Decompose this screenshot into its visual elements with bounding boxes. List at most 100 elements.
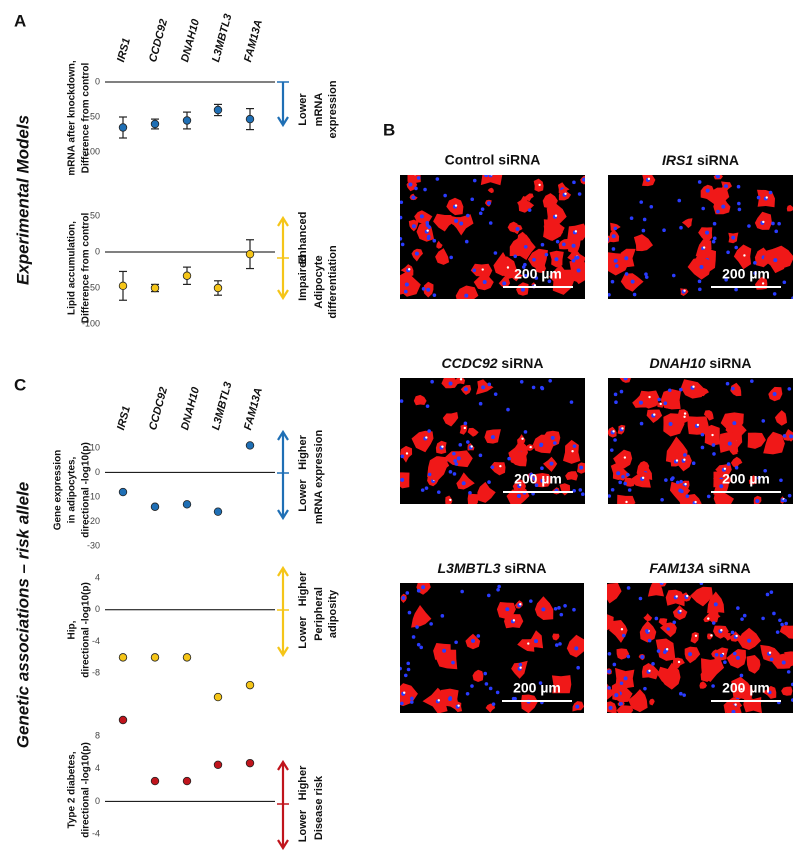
nucleus — [539, 443, 543, 448]
cell — [619, 378, 631, 383]
nucleus — [432, 238, 437, 243]
micrograph — [400, 583, 584, 713]
nucleus — [534, 639, 539, 644]
nucleus — [672, 620, 677, 625]
nucleus — [575, 704, 580, 709]
nucleus — [466, 213, 470, 218]
highlight — [762, 220, 765, 224]
nucleus — [518, 662, 523, 667]
nucleus — [699, 583, 704, 586]
nucleus — [532, 477, 537, 481]
y-tick-label: -100 — [82, 146, 100, 156]
cell — [543, 221, 563, 241]
nucleus — [519, 379, 524, 384]
cell — [517, 196, 529, 207]
gene-header: IRS1 — [115, 37, 133, 64]
dot — [213, 507, 223, 516]
nucleus — [656, 649, 661, 653]
dot — [118, 715, 128, 725]
nucleus — [654, 616, 659, 621]
nucleus — [414, 186, 418, 191]
highlight — [527, 642, 530, 645]
highlight — [623, 456, 627, 459]
nucleus — [700, 445, 705, 450]
nucleus — [767, 690, 772, 695]
highlight — [679, 609, 682, 613]
nucleus — [572, 444, 577, 448]
highlight — [470, 445, 473, 448]
nucleus — [711, 239, 716, 244]
cell — [422, 687, 448, 713]
image-title-gene: IRS1 — [662, 152, 693, 168]
nucleus — [471, 638, 476, 643]
nucleus — [497, 584, 501, 589]
cell — [720, 412, 744, 434]
nucleus — [505, 607, 510, 612]
nucleus — [426, 234, 431, 239]
nucleus — [454, 640, 458, 645]
nucleus — [430, 379, 434, 384]
nucleus — [677, 198, 682, 203]
nucleus — [478, 211, 483, 216]
nucleus — [780, 622, 784, 627]
nucleus — [513, 696, 517, 701]
nucleus — [632, 292, 637, 297]
highlight — [696, 423, 700, 427]
nucleus — [639, 200, 644, 204]
nucleus — [698, 287, 702, 292]
nucleus — [427, 429, 431, 433]
image-title: L3MBTL3 siRNA — [438, 560, 547, 576]
nucleus — [768, 190, 773, 195]
nucleus — [574, 646, 579, 651]
nucleus — [608, 705, 613, 710]
arrow-head — [277, 116, 289, 128]
nucleus — [523, 245, 528, 249]
nucleus — [472, 268, 477, 273]
nucleus — [790, 682, 793, 687]
nucleus — [771, 221, 775, 226]
nucleus — [649, 204, 654, 209]
nucleus — [790, 698, 793, 702]
cell — [748, 475, 757, 485]
nucleus — [488, 221, 493, 225]
dot — [245, 758, 255, 768]
highlight — [720, 629, 723, 632]
highlight — [677, 660, 681, 664]
image-title-suffix: siRNA — [705, 560, 751, 576]
cell — [467, 493, 479, 504]
y-tick-label: 0 — [95, 467, 100, 477]
nucleus — [419, 214, 424, 219]
nucleus — [416, 642, 421, 647]
highlight — [481, 268, 484, 271]
nucleus — [472, 178, 477, 183]
nucleus — [419, 645, 424, 650]
annotation: Peripheral — [313, 587, 325, 641]
nucleus — [705, 188, 710, 193]
nucleus — [630, 279, 635, 284]
dot — [118, 123, 128, 132]
y-axis-label: directional -log10(p) — [81, 742, 92, 838]
nucleus — [772, 391, 777, 396]
nucleus — [731, 709, 736, 713]
nucleus — [725, 381, 730, 386]
nucleus — [679, 479, 683, 484]
nucleus — [487, 480, 491, 484]
nucleus — [435, 177, 440, 181]
annotation: adiposity — [327, 589, 339, 638]
dot — [182, 271, 192, 280]
micrograph — [608, 175, 793, 299]
nucleus — [405, 591, 410, 595]
nucleus — [550, 435, 555, 440]
nucleus — [515, 227, 520, 232]
panel-label: A — [14, 11, 26, 30]
micrograph — [607, 583, 793, 713]
image-title-gene: CCDC92 — [442, 355, 498, 371]
annotation: Higher — [297, 765, 309, 801]
nucleus — [731, 386, 735, 391]
annotation: Higher — [297, 434, 309, 470]
y-tick-label: 8 — [95, 731, 100, 741]
highlight — [403, 691, 406, 694]
nucleus — [734, 465, 739, 470]
annotation: expression — [327, 80, 339, 138]
nucleus — [711, 443, 716, 447]
